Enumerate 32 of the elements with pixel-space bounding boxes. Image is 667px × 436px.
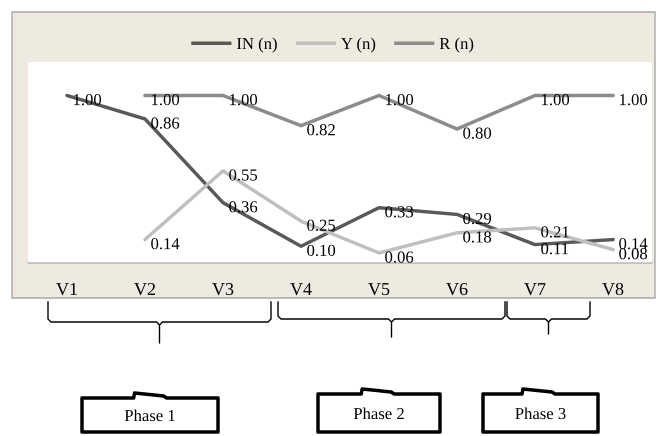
data-label: 0.11 — [541, 243, 568, 254]
x-tick-label: V1 — [56, 283, 77, 296]
data-label: 0.08 — [619, 248, 648, 260]
legend-label: Y (n) — [341, 37, 376, 53]
text: Phase 3 — [515, 407, 566, 420]
x-tick-label: V7 — [524, 283, 546, 296]
data-label: 0.14 — [619, 238, 648, 250]
data-label: 0.06 — [385, 251, 414, 263]
data-label: 0.80 — [463, 127, 492, 139]
data-label: 0.18 — [463, 231, 492, 243]
data-label: 0.86 — [151, 117, 180, 129]
x-tick-label: V5 — [368, 283, 390, 296]
legend-label: R (n) — [440, 37, 474, 53]
text: Phase 1 — [124, 409, 175, 422]
x-tick-label: V3 — [212, 283, 234, 296]
legend-label: IN (n) — [236, 37, 277, 53]
data-label: 0.14 — [151, 238, 180, 250]
data-label: 1.00 — [152, 94, 180, 106]
data-label: 0.10 — [307, 244, 336, 256]
data-label: 0.82 — [307, 124, 335, 136]
x-tick-label: V8 — [602, 282, 624, 296]
data-label: 1.00 — [386, 94, 414, 106]
x-tick-label: V6 — [446, 283, 468, 296]
data-label: 0.55 — [229, 169, 258, 181]
data-label: 1.00 — [542, 94, 570, 106]
data-label: 0.25 — [307, 220, 336, 231]
data-label: 1.00 — [620, 94, 648, 106]
text: Phase 2 — [354, 407, 404, 420]
x-tick-label: V4 — [290, 283, 312, 296]
x-tick-label: V2 — [134, 283, 156, 296]
data-label: 0.21 — [541, 226, 569, 238]
data-label: 1.00 — [230, 94, 258, 106]
